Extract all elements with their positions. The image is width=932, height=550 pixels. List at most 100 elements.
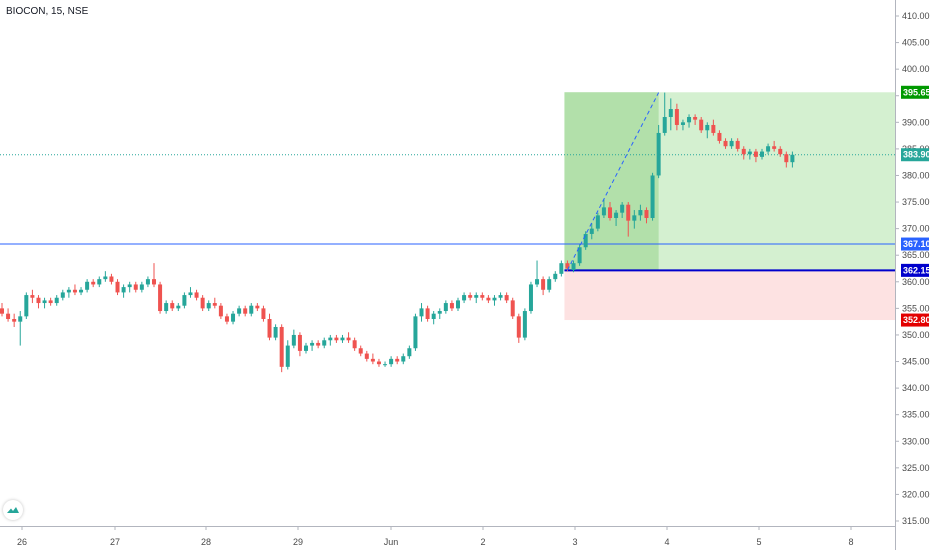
price-tick-label: 400.00: [902, 64, 930, 74]
profit-zone-entry-segment: [564, 92, 659, 271]
candle-body: [504, 295, 509, 301]
candle: [474, 292, 479, 304]
candle-body: [474, 295, 479, 298]
candle-body: [328, 337, 333, 341]
tradingview-logo-icon[interactable]: [3, 500, 23, 520]
candle: [747, 148, 752, 160]
candle-body: [595, 215, 600, 229]
candle: [528, 281, 533, 314]
candle: [541, 276, 546, 296]
candle: [218, 303, 223, 319]
candle-body: [632, 215, 637, 221]
candle-body: [139, 284, 144, 290]
time-tick-label: 3: [572, 537, 577, 547]
candle: [468, 292, 473, 301]
candle-body: [97, 279, 102, 285]
candle: [419, 303, 424, 322]
candle-body: [212, 303, 217, 306]
candle-body: [680, 122, 685, 125]
candle: [693, 114, 698, 125]
candle: [687, 114, 692, 128]
candle-body: [346, 337, 351, 341]
candle: [626, 202, 631, 237]
candle: [66, 287, 71, 298]
candle-body: [285, 345, 290, 367]
candle-body: [589, 228, 594, 234]
price-tag-stop: 352.80: [901, 313, 931, 327]
candle-body: [79, 289, 84, 293]
candle: [121, 284, 126, 298]
candle: [0, 303, 4, 317]
candle: [212, 297, 217, 309]
candle: [30, 289, 35, 304]
candle: [729, 138, 734, 149]
candle: [753, 148, 758, 163]
candle-body: [693, 117, 698, 120]
candle: [680, 119, 685, 131]
candle-body: [735, 140, 740, 149]
candle-body: [109, 276, 114, 282]
candle-body: [218, 305, 223, 317]
candle-body: [72, 289, 77, 293]
price-tick-label: 375.00: [902, 197, 930, 207]
candle-body: [376, 361, 381, 365]
candle-body: [723, 140, 728, 147]
candle: [279, 324, 284, 373]
candle: [115, 279, 120, 296]
candle-body: [395, 358, 400, 362]
candle-body: [705, 124, 710, 131]
candle-body: [176, 305, 181, 309]
candle: [158, 281, 163, 314]
candle-body: [200, 297, 205, 309]
candle-body: [224, 316, 229, 322]
candle-body: [267, 319, 272, 338]
candle-body: [498, 295, 503, 298]
price-tag-bg: [901, 263, 929, 277]
candle-body: [753, 151, 758, 157]
candle: [261, 305, 266, 322]
candle: [273, 324, 278, 341]
price-tag-bg: [901, 148, 929, 162]
candle-body: [535, 279, 540, 285]
candle-body: [18, 316, 23, 322]
candle-body: [60, 292, 65, 298]
candle: [91, 279, 96, 288]
candle-body: [133, 284, 138, 290]
candle-body: [419, 308, 424, 317]
price-tag-current: 383.90: [901, 148, 931, 162]
candle-body: [334, 337, 339, 341]
candle-body: [687, 117, 692, 123]
candle: [231, 311, 236, 325]
candle-body: [182, 295, 187, 306]
candle: [389, 356, 394, 367]
price-tick-label: 370.00: [902, 224, 930, 234]
candle-body: [231, 313, 236, 322]
candle: [194, 289, 199, 301]
candle-body: [711, 124, 716, 133]
candle-body: [541, 279, 546, 290]
candle-body: [614, 212, 619, 218]
candle: [784, 151, 789, 168]
candle: [425, 305, 430, 322]
price-tick-label: 335.00: [902, 410, 930, 420]
candle: [522, 308, 527, 341]
candle: [407, 345, 412, 359]
candle-body: [650, 175, 655, 218]
candle-body: [766, 146, 771, 152]
candle-body: [304, 345, 308, 351]
candle-body: [407, 348, 412, 357]
candle: [595, 212, 600, 232]
price-tag-label: 352.80: [903, 315, 931, 325]
candle: [449, 300, 454, 312]
candle-body: [644, 210, 649, 218]
candle-body: [522, 311, 527, 338]
candle: [413, 313, 418, 351]
candle-body: [620, 204, 625, 213]
candle-body: [790, 154, 795, 163]
candle-body: [638, 210, 643, 216]
candle-body: [729, 140, 734, 147]
candle: [340, 334, 345, 343]
price-tick-label: 315.00: [902, 516, 930, 526]
